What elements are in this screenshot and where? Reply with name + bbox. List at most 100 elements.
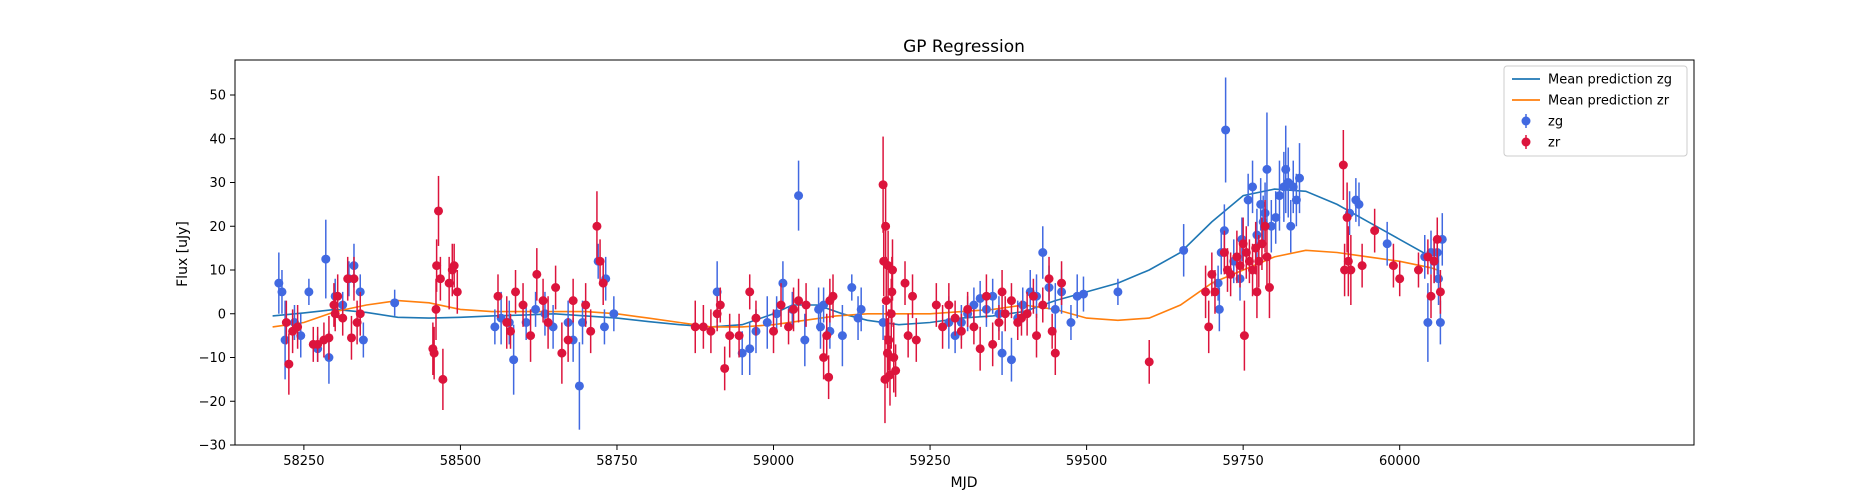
zr-point	[349, 256, 359, 301]
zg-marker	[1274, 191, 1284, 201]
zg-point	[304, 278, 314, 305]
zr-point	[1395, 261, 1405, 297]
zr-point	[944, 283, 954, 327]
zr-point	[981, 274, 991, 319]
zr-marker	[506, 326, 516, 336]
zr-marker	[725, 331, 735, 341]
zr-marker	[908, 291, 918, 301]
plot-area	[272, 77, 1447, 430]
y-tick-label: 0	[218, 307, 226, 322]
zr-marker	[690, 322, 700, 332]
zr-point	[720, 346, 730, 391]
zg-marker	[988, 291, 998, 301]
zr-marker	[1057, 278, 1067, 288]
zg-marker	[1038, 248, 1048, 257]
zg-marker	[847, 283, 857, 292]
zr-marker	[1340, 265, 1350, 275]
zr-marker	[1260, 221, 1270, 231]
zr-point	[511, 270, 521, 314]
zr-point	[543, 296, 553, 349]
zr-marker	[712, 309, 722, 319]
zr-marker	[1210, 287, 1220, 297]
zr-marker	[891, 366, 901, 376]
legend-marker-swatch	[1521, 137, 1531, 147]
zg-point	[1113, 278, 1123, 305]
zr-point	[293, 305, 303, 349]
zg-point	[853, 296, 863, 340]
zr-point	[690, 300, 700, 354]
zr-point	[1264, 256, 1274, 319]
axis-ticks: 58250 58500 58750 59000 59250 59500 59750 60000…	[199, 89, 1421, 470]
x-tick-label: 59250	[909, 454, 950, 469]
zr-point	[595, 239, 605, 284]
zr-point	[429, 326, 439, 380]
zg-point	[815, 305, 825, 349]
zr-marker	[284, 359, 294, 369]
zr-point	[1000, 296, 1010, 332]
zr-marker	[1342, 213, 1352, 222]
zg-marker	[1271, 213, 1281, 222]
zr-marker	[950, 313, 960, 323]
zr-point	[568, 278, 578, 323]
zr-point	[887, 239, 897, 301]
zg-marker	[878, 318, 888, 327]
zr-point	[819, 335, 829, 380]
zr-point	[994, 305, 1004, 340]
zr-point	[1050, 331, 1060, 375]
zr-marker	[333, 291, 343, 301]
zr-point	[324, 315, 334, 360]
zg-point	[819, 287, 829, 323]
zr-point	[1028, 278, 1038, 314]
y-tick-label: 20	[209, 220, 226, 235]
zr-marker	[698, 322, 708, 332]
legend-label: zr	[1548, 136, 1561, 151]
zg-point	[745, 322, 755, 375]
zr-point	[355, 291, 365, 336]
zr-marker	[1238, 239, 1248, 249]
zr-point	[538, 278, 548, 323]
zr-point	[1201, 265, 1211, 319]
zr-point	[449, 243, 459, 288]
zr-point	[715, 287, 725, 323]
zr-marker	[1239, 331, 1249, 341]
x-tick-label: 59000	[753, 454, 794, 469]
zr-point	[1032, 313, 1042, 358]
zg-point	[1354, 182, 1364, 227]
zr-point	[745, 274, 755, 310]
zg-marker	[490, 322, 500, 332]
zr-point	[581, 283, 591, 327]
y-tick-label: 30	[209, 176, 226, 191]
zr-point	[706, 309, 716, 354]
zr-point	[343, 256, 353, 301]
zr-marker	[963, 304, 973, 314]
legend-marker-swatch	[1521, 116, 1531, 126]
zr-marker	[429, 348, 439, 358]
zr-marker	[1235, 261, 1245, 271]
zr-point	[444, 256, 454, 310]
zr-marker	[595, 256, 605, 266]
zr-point	[598, 261, 608, 305]
zg-point	[1286, 200, 1296, 253]
zr-point	[975, 326, 985, 371]
zr-marker	[1050, 348, 1060, 358]
zr-marker	[715, 300, 725, 310]
zr-marker	[1000, 309, 1010, 319]
zr-marker	[1254, 256, 1264, 266]
zg-point	[1279, 151, 1289, 222]
zr-point	[1248, 243, 1258, 297]
x-tick-label: 59750	[1222, 454, 1263, 469]
zg-marker	[274, 278, 284, 288]
zg-marker	[1214, 304, 1224, 314]
zg-marker	[1213, 278, 1223, 288]
zr-point	[1370, 208, 1380, 253]
zr-marker	[598, 278, 608, 288]
zg-marker	[1382, 239, 1392, 249]
zr-point	[1340, 243, 1350, 297]
zr-point	[1432, 217, 1442, 262]
zg-marker	[1066, 318, 1076, 327]
y-axis-label: Flux [uJy]	[175, 221, 191, 287]
zr-marker	[1047, 326, 1057, 336]
zr-marker	[1219, 248, 1229, 257]
x-tick-label: 58750	[596, 454, 637, 469]
zg-point	[296, 313, 306, 358]
